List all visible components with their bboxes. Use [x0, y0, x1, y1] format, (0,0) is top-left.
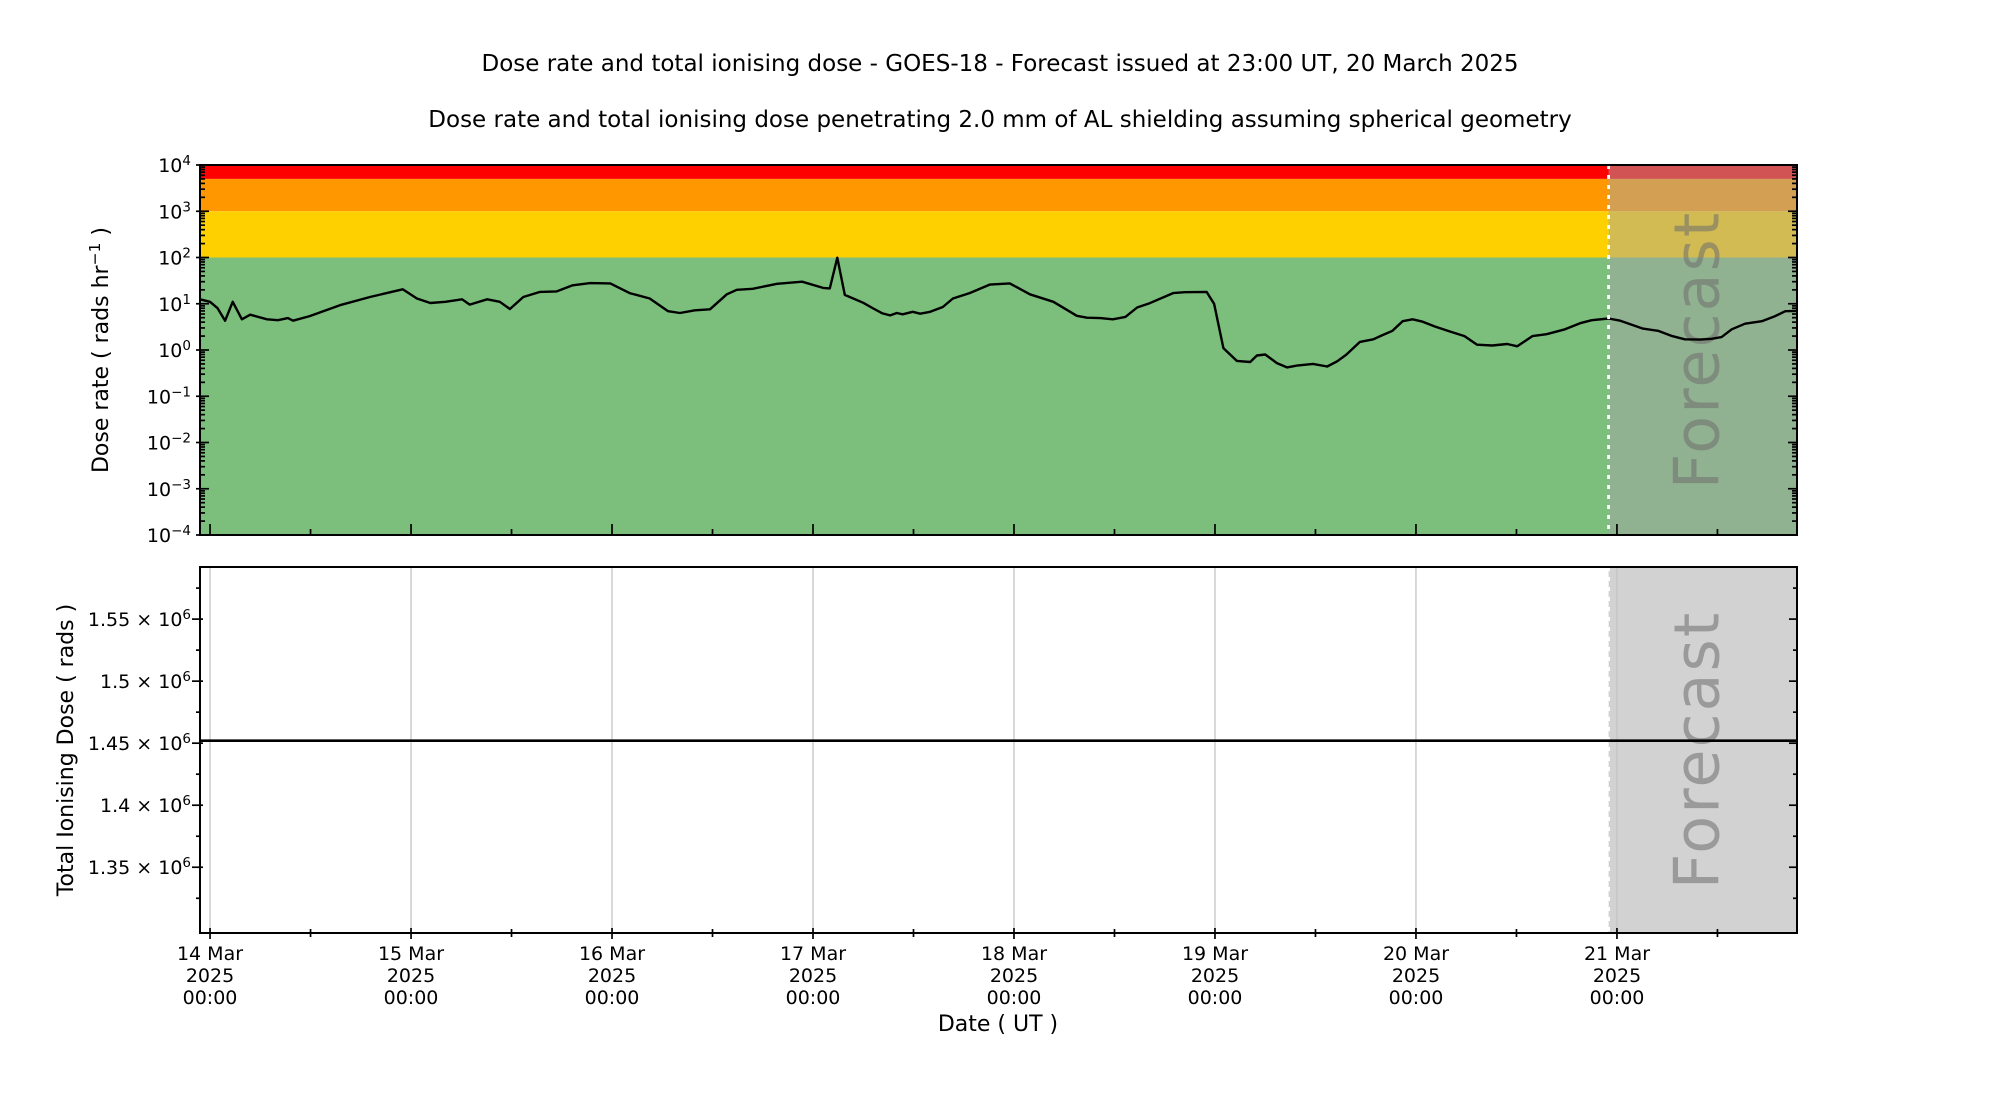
daily-gridlines [209, 567, 1618, 933]
ytick-10^-3: 10−3 [147, 477, 191, 501]
ytick-10^0: 100 [158, 338, 191, 362]
forecast-overlay-bottom [1608, 567, 1797, 933]
forecast-overlay-top [1608, 165, 1797, 535]
dose-rate-ytick-labels: 104 103 102 101 100 10−1 10−2 10−3 10−4 [147, 153, 191, 547]
ytick-1400000: 1.4 × 106 [100, 793, 191, 817]
ytick-10^4: 104 [158, 153, 191, 177]
xtick-17-Mar: 17 Mar 2025 00:00 [780, 943, 846, 1009]
dose-rate-axis-label: Dose rate ( rads hr−1 ) [86, 227, 114, 473]
series-dose-rate [199, 256, 1798, 369]
ytick-1350000: 1.35 × 106 [88, 855, 191, 879]
xtick-14-Mar: 14 Mar 2025 00:00 [177, 943, 243, 1009]
dose-rate-line [199, 256, 1798, 369]
band-yellow [200, 211, 1797, 258]
band-green [200, 257, 1797, 535]
band-orange [200, 178, 1797, 212]
xtick-19-Mar: 19 Mar 2025 00:00 [1182, 943, 1248, 1009]
total-dose-ytick-labels: 1.55 × 106 1.5 × 106 1.45 × 106 1.4 × 106 1.… [88, 607, 191, 879]
ytick-10^-2: 10−2 [147, 431, 191, 455]
band-red [200, 165, 1797, 179]
total-dose-axis-label: Total Ionising Dose ( rads ) [54, 604, 79, 897]
ytick-1450000: 1.45 × 106 [88, 731, 191, 755]
date-tick-labels: 14 Mar 2025 00:00 15 Mar 2025 00:00 16 Mar 2025… [177, 943, 1650, 1009]
ytick-10^3: 103 [158, 199, 191, 223]
xtick-21-Mar: 21 Mar 2025 00:00 [1584, 943, 1650, 1009]
date-axis-label: Date ( UT ) [938, 1012, 1058, 1037]
xtick-20-Mar: 20 Mar 2025 00:00 [1383, 943, 1449, 1009]
ytick-10^-4: 10−4 [147, 523, 191, 547]
ytick-1500000: 1.5 × 106 [100, 669, 191, 693]
xtick-15-Mar: 15 Mar 2025 00:00 [378, 943, 444, 1009]
xtick-16-Mar: 16 Mar 2025 00:00 [579, 943, 645, 1009]
xtick-18-Mar: 18 Mar 2025 00:00 [981, 943, 1047, 1009]
ytick-10^2: 102 [158, 246, 191, 270]
ytick-1550000: 1.55 × 106 [88, 607, 191, 631]
total-dose-axes-frame [192, 566, 1798, 939]
dose-rate-threshold-bands [200, 165, 1797, 535]
ytick-10^-1: 10−1 [147, 384, 191, 408]
dose-rate-axes-frame [196, 164, 1798, 536]
forecast-label-bottom: Forecast [1661, 611, 1734, 889]
forecast-label-top: Forecast [1661, 211, 1734, 489]
ytick-10^1: 101 [158, 292, 191, 316]
figure-subtitle: Dose rate and total ionising dose penetr… [428, 107, 1572, 133]
figure-title: Dose rate and total ionising dose - GOES… [481, 51, 1519, 77]
